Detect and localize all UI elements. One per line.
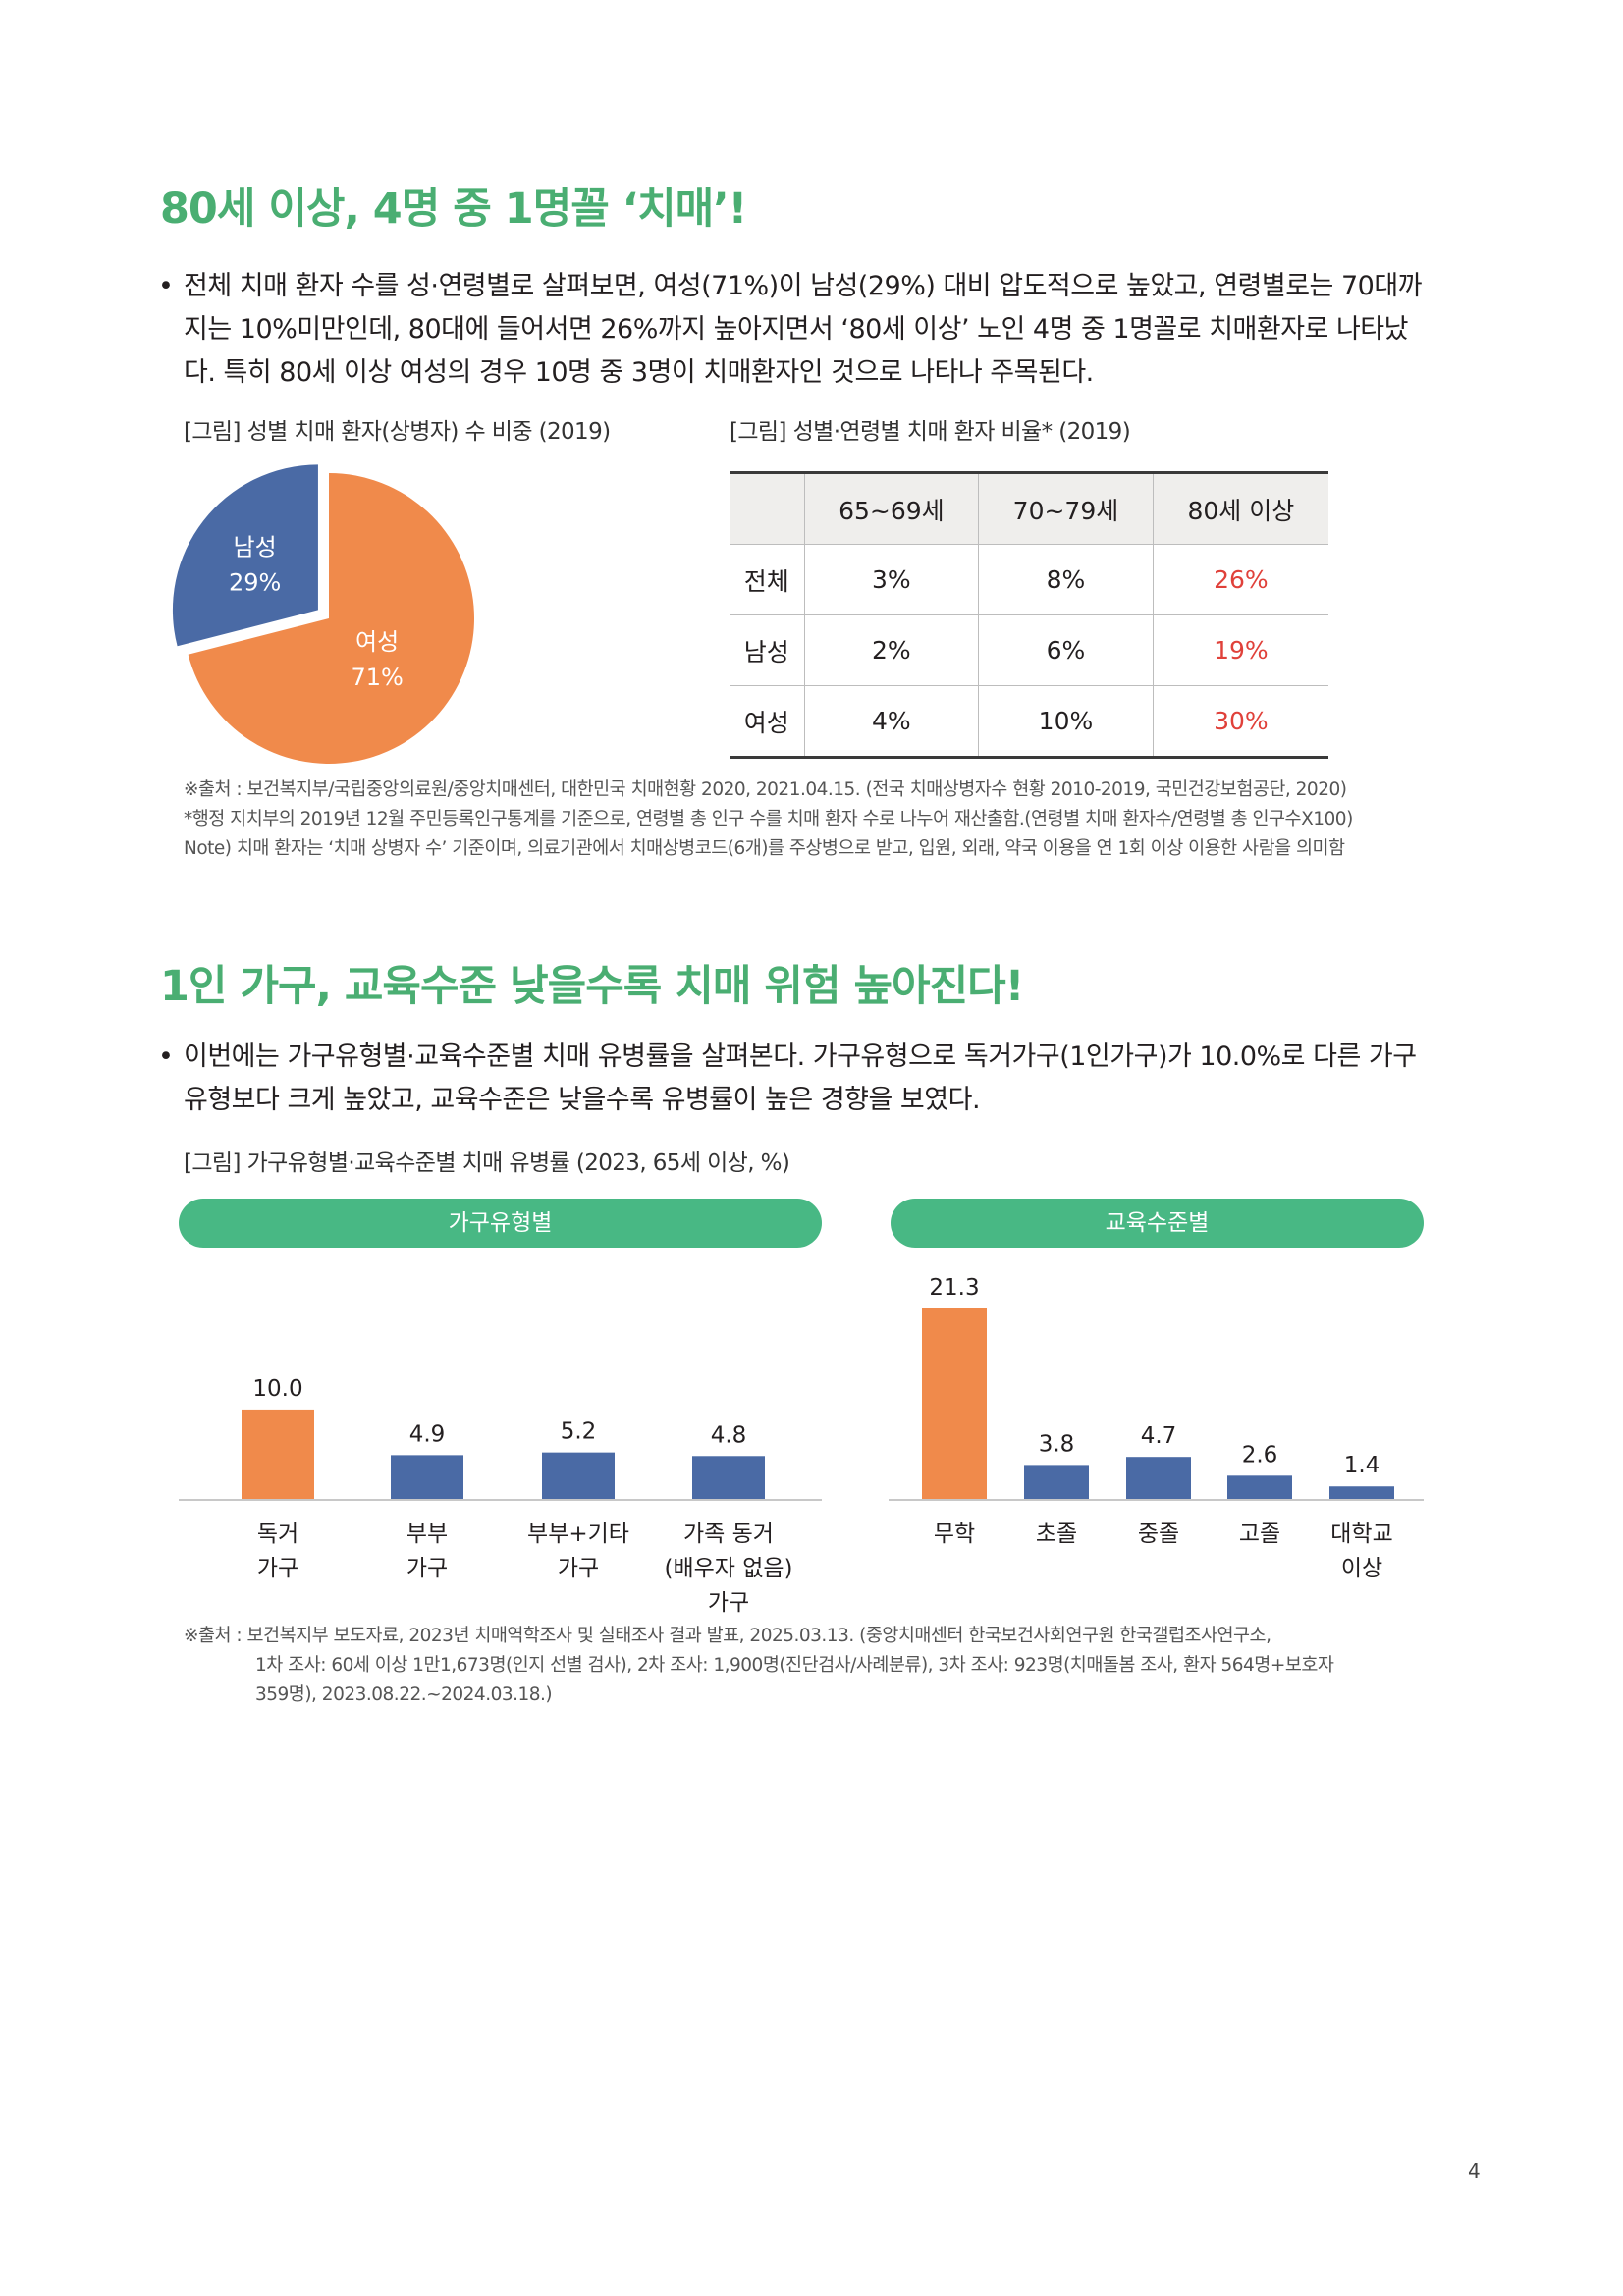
table-row: 남성 2% 6% 19%: [730, 614, 1328, 686]
category-label: 이상: [1341, 1556, 1382, 1581]
section2-title: 1인 가구, 교육수준 낮을수록 치매 위험 높아진다!: [160, 962, 1024, 1011]
bar: [542, 1452, 615, 1499]
table-caption: [그림] 성별·연령별 치매 환자 비율* (2019): [730, 419, 1131, 445]
source-line: ※출처 : 보건복지부/국립중앙의료원/중앙치매센터, 대한민국 치매현황 20…: [184, 779, 1347, 800]
category-label: (배우자 없음): [664, 1556, 792, 1581]
category-label: 가구: [257, 1556, 298, 1581]
pie-caption: [그림] 성별 치매 환자(상병자) 수 비중 (2019): [184, 419, 611, 445]
pie-value-male: 29%: [229, 569, 281, 597]
paragraph-line: 지는 10%미만인데, 80대에 들어서면 26%까지 높아지면서 ‘80세 이…: [184, 314, 1409, 345]
bullet-marker: •: [158, 271, 174, 301]
table-header-row: 65~69세 70~79세 80세 이상: [730, 471, 1328, 545]
bar: [242, 1409, 314, 1499]
table-header-cell: 65~69세: [803, 471, 979, 545]
category-label: 가구: [558, 1556, 599, 1581]
table-cell: 8%: [978, 544, 1154, 615]
table-header-cell: 70~79세: [978, 471, 1154, 545]
bar-value-label: 4.9: [409, 1421, 446, 1447]
table-header-cell: [730, 471, 805, 545]
section2-sources: ※출처 : 보건복지부 보도자료, 2023년 치매역학조사 및 실태조사 결과…: [184, 1622, 1334, 1710]
bar-value-label: 21.3: [929, 1275, 979, 1301]
pie-value-female: 71%: [351, 664, 403, 691]
bar-value-label: 2.6: [1242, 1442, 1278, 1468]
table-header-cell: 80세 이상: [1152, 471, 1328, 545]
section1-title: 80세 이상, 4명 중 1명꼴 ‘치매’!: [160, 185, 747, 234]
gender-age-rate-table: 65~69세 70~79세 80세 이상 전체 3% 8% 26% 남성 2% …: [730, 471, 1328, 759]
paragraph-line: 유형보다 크게 높았고, 교육수준은 낮을수록 유병률이 높은 경향을 보였다.: [184, 1085, 981, 1115]
pie-slice-male: [172, 464, 318, 647]
paragraph-line: 이번에는 가구유형별·교육수준별 치매 유병률을 살펴본다. 가구유형으로 독거…: [184, 1041, 1417, 1072]
bar-value-label: 3.8: [1039, 1431, 1075, 1457]
bullet-marker: •: [158, 1041, 174, 1072]
paragraph-line: 전체 치매 환자 수를 성·연령별로 살펴보면, 여성(71%)이 남성(29%…: [184, 271, 1423, 301]
table-row-label: 남성: [730, 614, 805, 686]
source-line: 1차 조사: 60세 이상 1만1,673명(인지 선별 검사), 2차 조사:…: [255, 1655, 1334, 1676]
table-row: 전체 3% 8% 26%: [730, 544, 1328, 615]
bar-value-label: 5.2: [561, 1419, 597, 1445]
table-row-label: 여성: [730, 685, 805, 759]
bar-value-label: 1.4: [1344, 1453, 1380, 1478]
source-line: ※출처 : 보건복지부 보도자료, 2023년 치매역학조사 및 실태조사 결과…: [184, 1626, 1271, 1646]
bar: [391, 1455, 463, 1499]
pie-label-female: 여성: [355, 628, 399, 656]
table-cell: 10%: [978, 685, 1154, 759]
paragraph-line: 다. 특히 80세 이상 여성의 경우 10명 중 3명이 치매환자인 것으로 …: [184, 357, 1094, 388]
category-label: 무학: [934, 1522, 975, 1547]
pie-label-male: 남성: [234, 534, 277, 561]
bar: [692, 1456, 765, 1499]
table-row-label: 전체: [730, 544, 805, 615]
category-label: 독거: [257, 1522, 298, 1547]
pie-slice-female: [188, 473, 474, 764]
category-label: 고졸: [1239, 1522, 1280, 1547]
bar-value-label: 10.0: [252, 1376, 302, 1402]
gender-pie-chart: 남성 29% 여성 71%: [172, 464, 474, 764]
table-cell: 3%: [803, 544, 979, 615]
table-cell-highlight: 26%: [1152, 544, 1328, 615]
table-cell: 6%: [978, 614, 1154, 686]
bar: [1329, 1486, 1394, 1499]
page-number: 4: [1468, 2160, 1481, 2183]
table-row: 여성 4% 10% 30%: [730, 685, 1328, 759]
table-cell: 2%: [803, 614, 979, 686]
table-cell-highlight: 19%: [1152, 614, 1328, 686]
source-line: 359명), 2023.08.22.~2024.03.18.): [255, 1684, 553, 1705]
section1-sources: ※출처 : 보건복지부/국립중앙의료원/중앙치매센터, 대한민국 치매현황 20…: [184, 775, 1353, 864]
bar-value-label: 4.8: [711, 1422, 747, 1448]
education-level-pill: 교육수준별: [891, 1199, 1424, 1248]
section1-paragraph: • 전체 치매 환자 수를 성·연령별로 살펴보면, 여성(71%)이 남성(2…: [158, 265, 1423, 395]
table-cell-highlight: 30%: [1152, 685, 1328, 759]
category-label: 대학교: [1330, 1522, 1392, 1547]
source-line: Note) 치매 환자는 ‘치매 상병자 수’ 기준이며, 의료기관에서 치매상…: [184, 838, 1345, 859]
bar-chart-caption: [그림] 가구유형별·교육수준별 치매 유병률 (2023, 65세 이상, %…: [184, 1150, 790, 1176]
bar-value-label: 4.7: [1141, 1423, 1177, 1449]
category-label: 중졸: [1138, 1522, 1179, 1547]
bar: [1024, 1465, 1089, 1499]
category-label: 초졸: [1036, 1522, 1077, 1547]
category-label: 부부: [406, 1522, 448, 1547]
table-cell: 4%: [803, 685, 979, 759]
bar: [1227, 1475, 1292, 1499]
category-label: 가족 동거: [683, 1522, 774, 1547]
section2-paragraph: • 이번에는 가구유형별·교육수준별 치매 유병률을 살펴본다. 가구유형으로 …: [158, 1036, 1417, 1122]
bar: [1126, 1457, 1191, 1499]
category-label: 부부+기타: [527, 1522, 629, 1547]
household-type-pill: 가구유형별: [179, 1199, 822, 1248]
bar: [922, 1308, 987, 1499]
category-label: 가구: [406, 1556, 448, 1581]
category-label: 가구: [708, 1590, 749, 1616]
source-line: *행정 지치부의 2019년 12월 주민등록인구통계를 기준으로, 연령별 총…: [184, 809, 1353, 829]
